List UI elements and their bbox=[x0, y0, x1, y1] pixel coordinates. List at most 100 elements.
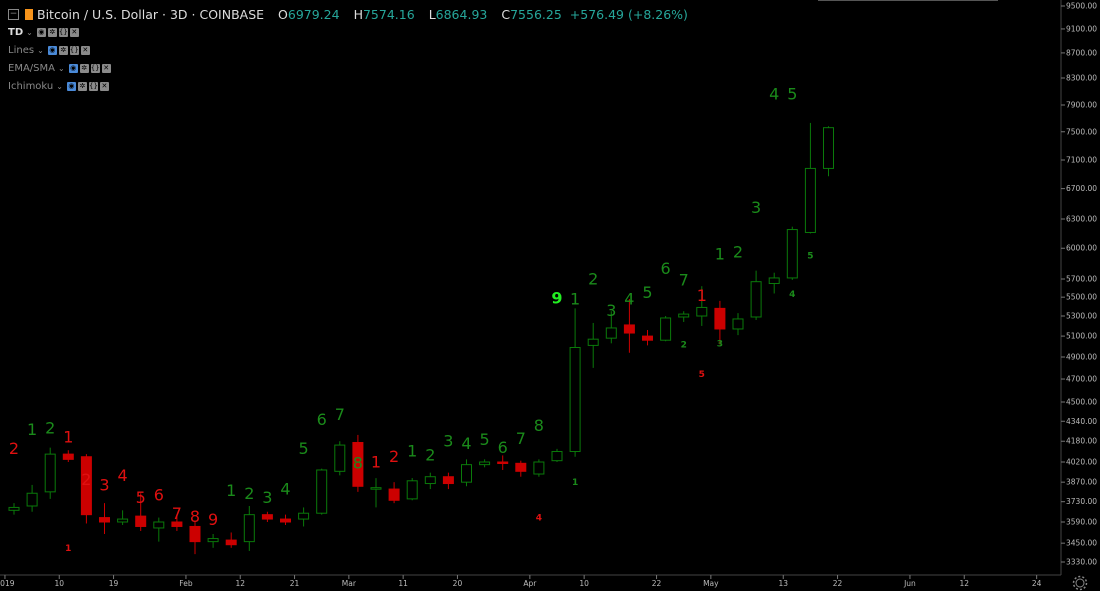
time-tick-label: 22 bbox=[652, 579, 662, 588]
code-icon[interactable]: {} bbox=[88, 81, 98, 91]
candle bbox=[714, 300, 726, 345]
td-count-label: 2 bbox=[425, 446, 435, 465]
candle bbox=[569, 308, 581, 457]
candle bbox=[280, 514, 291, 525]
td-count-label: 5 bbox=[787, 84, 797, 103]
eye-icon[interactable]: ◉ bbox=[68, 63, 78, 73]
time-tick-label: 19 bbox=[109, 579, 119, 588]
open-value: 6979.24 bbox=[287, 6, 340, 22]
close-icon[interactable]: ✕ bbox=[99, 81, 109, 91]
time-tick-label: 10 bbox=[579, 579, 589, 588]
price-tick-label: 6300.00 bbox=[1066, 215, 1097, 224]
eye-icon[interactable]: ◉ bbox=[36, 27, 46, 37]
price-tick-label: 8700.00 bbox=[1066, 48, 1097, 57]
symbol-title[interactable]: Bitcoin / U.S. Dollar · 3D · COINBASE bbox=[37, 6, 265, 22]
study-lines[interactable]: Lines ⌄ ◉ ✲ {} ✕ bbox=[8, 41, 688, 59]
settings-icon[interactable]: ✲ bbox=[47, 27, 57, 37]
time-axis[interactable]: 2019 10 19 Feb 12 21 Mar 11 20 Apr 10 22 May 13 22 Jun 1… bbox=[0, 575, 1042, 588]
high-value: 7574.16 bbox=[362, 6, 415, 22]
candle bbox=[587, 322, 599, 368]
chevron-down-icon[interactable]: ⌄ bbox=[26, 27, 33, 37]
time-tick-label: 20 bbox=[453, 579, 463, 588]
price-tick-label: 6700.00 bbox=[1066, 184, 1097, 193]
td-count-label: 5 bbox=[699, 370, 705, 380]
candle bbox=[605, 311, 617, 344]
td-count-label: 4 bbox=[461, 434, 471, 453]
close-icon[interactable]: ✕ bbox=[80, 45, 90, 55]
candle bbox=[750, 270, 762, 320]
td-count-label: 6 bbox=[661, 259, 671, 278]
td-count-label: 5 bbox=[480, 430, 490, 449]
td-count-label: 3 bbox=[99, 475, 109, 494]
price-tick-label: 4180.00 bbox=[1066, 437, 1097, 446]
candle-body bbox=[479, 461, 491, 466]
candle bbox=[243, 505, 255, 551]
study-ema-sma-name[interactable]: EMA/SMA bbox=[8, 62, 55, 74]
chevron-down-icon[interactable]: ⌄ bbox=[56, 81, 63, 91]
price-tick-label: 3590.00 bbox=[1066, 518, 1097, 527]
price-tick-label: 4900.00 bbox=[1066, 353, 1097, 362]
time-tick-label: 24 bbox=[1032, 579, 1042, 588]
study-ema-sma[interactable]: EMA/SMA ⌄ ◉ ✲ {} ✕ bbox=[8, 59, 688, 77]
candles-layer bbox=[8, 122, 834, 555]
td-count-label: 6 bbox=[498, 438, 508, 457]
td-count-label: 2 bbox=[81, 470, 91, 489]
td-count-label: 4 bbox=[536, 514, 542, 524]
candle bbox=[479, 459, 491, 468]
eye-icon[interactable]: ◉ bbox=[47, 45, 57, 55]
td-count-label: 2 bbox=[45, 419, 55, 438]
candle bbox=[62, 450, 74, 462]
td-count-label: 8 bbox=[534, 416, 544, 435]
candle bbox=[370, 478, 382, 508]
study-ichimoku-name[interactable]: Ichimoku bbox=[8, 80, 54, 92]
low-value: 6864.93 bbox=[435, 6, 488, 22]
study-td[interactable]: TD ⌄ ◉ ✲ {} ✕ bbox=[8, 23, 688, 41]
close-label: C bbox=[501, 6, 511, 22]
collapse-icon[interactable]: − bbox=[8, 8, 19, 20]
candle-body bbox=[623, 324, 635, 334]
td-count-label: 1 bbox=[697, 286, 707, 305]
eye-icon[interactable]: ◉ bbox=[66, 81, 76, 91]
study-td-name[interactable]: TD bbox=[8, 26, 24, 38]
candle bbox=[135, 493, 147, 531]
candle-body bbox=[642, 335, 653, 341]
chevron-down-icon[interactable]: ⌄ bbox=[37, 45, 44, 55]
study-ichimoku[interactable]: Ichimoku ⌄ ◉ ✲ {} ✕ bbox=[8, 77, 688, 95]
settings-icon[interactable]: ✲ bbox=[79, 63, 89, 73]
price-tick-label: 4500.00 bbox=[1066, 398, 1097, 407]
time-tick-label: 22 bbox=[833, 579, 843, 588]
chevron-down-icon[interactable]: ⌄ bbox=[57, 63, 65, 73]
candle bbox=[261, 511, 273, 522]
settings-gear-icon[interactable] bbox=[1072, 575, 1088, 591]
code-icon[interactable]: {} bbox=[58, 27, 68, 37]
td-count-label: 4 bbox=[624, 290, 634, 309]
td-count-label: 5 bbox=[807, 251, 813, 261]
td-count-label: 6 bbox=[317, 410, 327, 429]
td-count-label: 3 bbox=[443, 431, 453, 450]
open-label: O bbox=[278, 6, 288, 22]
candle-body bbox=[605, 327, 617, 339]
price-tick-label: 7100.00 bbox=[1066, 156, 1097, 165]
td-count-label: 1 bbox=[63, 428, 73, 447]
time-tick-label: Apr bbox=[523, 579, 537, 588]
td-count-label: 4 bbox=[789, 290, 795, 300]
candle-body bbox=[823, 127, 834, 169]
study-lines-name[interactable]: Lines bbox=[8, 44, 35, 56]
td-count-label: 5 bbox=[299, 439, 309, 458]
settings-icon[interactable]: ✲ bbox=[77, 81, 87, 91]
candle-body bbox=[786, 229, 798, 279]
time-tick-label: 21 bbox=[290, 579, 300, 588]
price-axis[interactable]: 9500.00 9100.00 8700.00 8300.00 7900.00 7500.… bbox=[1061, 2, 1097, 567]
code-icon[interactable]: {} bbox=[69, 45, 79, 55]
candle-body bbox=[515, 462, 527, 472]
close-icon[interactable]: ✕ bbox=[101, 63, 111, 73]
price-tick-label: 3450.00 bbox=[1066, 539, 1097, 548]
code-icon[interactable]: {} bbox=[90, 63, 100, 73]
high-label: H bbox=[353, 6, 363, 22]
close-icon[interactable]: ✕ bbox=[69, 27, 79, 37]
price-tick-label: 5100.00 bbox=[1066, 332, 1097, 341]
candle-body bbox=[370, 487, 382, 490]
settings-icon[interactable]: ✲ bbox=[58, 45, 68, 55]
